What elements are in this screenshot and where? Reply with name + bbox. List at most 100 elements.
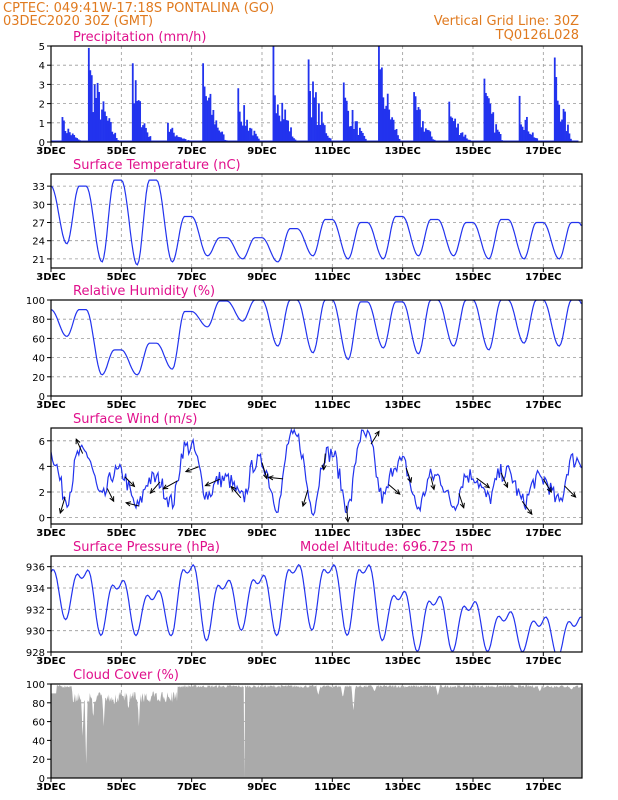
precip-bar — [391, 117, 394, 142]
wind-vector — [542, 478, 552, 493]
precip-bar — [398, 138, 401, 142]
panel-title: Surface Pressure (hPa) — [73, 540, 220, 555]
precip-bar — [379, 69, 382, 142]
precip-bar — [294, 139, 297, 142]
precip-bar — [106, 120, 109, 142]
precip-bar — [215, 120, 218, 142]
precip-bar — [353, 129, 355, 142]
header-grid-line: Vertical Grid Line: 30Z — [434, 14, 579, 29]
precip-bar — [172, 132, 175, 142]
wind-arrowhead — [344, 516, 351, 523]
x-tick-label: 3DEC — [36, 400, 65, 411]
precip-bar — [350, 126, 353, 142]
precip-bar — [326, 135, 329, 142]
wind-arrowhead — [321, 464, 327, 471]
precip-bar — [64, 131, 67, 142]
y-tick-label: 80 — [32, 315, 45, 326]
x-tick-label: 13DEC — [384, 782, 420, 793]
precip-bar — [73, 135, 76, 142]
precip-bar — [316, 124, 319, 142]
precip-bar — [426, 129, 429, 142]
y-tick-label: 934 — [26, 584, 45, 595]
precip-bar — [518, 95, 521, 142]
x-tick-label: 7DEC — [177, 782, 206, 793]
wind-vector — [345, 505, 349, 522]
precip-bar — [95, 97, 98, 142]
precip-bar — [383, 108, 386, 142]
precip-bar — [313, 97, 316, 142]
precip-bar — [89, 70, 92, 142]
wind-vector — [476, 477, 490, 489]
y-tick-label: 40 — [32, 736, 45, 747]
wind-vector — [75, 438, 84, 454]
precip-bar — [315, 92, 317, 142]
precip-bar — [76, 138, 79, 142]
precip-bar — [139, 101, 142, 142]
series-line — [51, 563, 582, 652]
panel-3: 0 2 4 6 3DEC 5DEC 7DEC 9DEC 11DEC 13DEC 15DEC 17DEC… — [36, 412, 583, 539]
series-line — [51, 300, 582, 376]
precip-bar — [77, 139, 80, 142]
wind-arrowhead — [394, 489, 401, 495]
x-tick-label: 15DEC — [455, 782, 491, 793]
precip-bar — [361, 132, 364, 142]
precip-bar — [468, 139, 471, 142]
precip-bar — [486, 96, 489, 142]
panel-1: 21 24 27 30 33 3DEC 5DEC 7DEC 9DEC 11DEC 13DEC 15DE… — [32, 158, 583, 283]
series-5 — [51, 684, 582, 778]
precip-bar — [325, 133, 328, 142]
precip-bar — [252, 135, 254, 142]
precip-bar — [531, 132, 534, 142]
x-tick-label: 5DEC — [107, 656, 136, 667]
precip-bar — [558, 104, 561, 142]
panel-4: 928 930 932 934 936 3DEC 5DEC 7DEC 9DEC 11DEC 13DE… — [26, 540, 583, 667]
precip-bar — [146, 132, 149, 142]
precip-bar — [496, 129, 499, 142]
precip-bar — [424, 128, 427, 142]
precip-bar — [238, 111, 241, 142]
precip-bar — [495, 124, 498, 142]
precip-bar — [320, 111, 323, 142]
panel-0: 0 1 2 3 4 5 3DEC 5DEC 7DEC 9DEC 11DEC 13DEC 15DEC 17D… — [36, 30, 583, 157]
precip-bar — [433, 139, 436, 142]
precip-bar — [70, 135, 73, 142]
precip-bar — [420, 127, 423, 142]
precip-bar — [432, 139, 435, 142]
wind-arrowhead — [184, 467, 191, 473]
precip-bar — [427, 130, 430, 142]
precip-bar — [177, 136, 180, 142]
wind-arrowhead — [546, 486, 552, 493]
x-tick-label: 17DEC — [525, 656, 561, 667]
precip-bar — [140, 127, 143, 142]
x-tick-label: 17DEC — [525, 146, 561, 157]
series-line — [51, 179, 582, 266]
x-tick-label: 5DEC — [107, 146, 136, 157]
precip-bar — [181, 138, 184, 142]
precip-bar — [351, 109, 354, 142]
precip-bar — [65, 133, 68, 142]
wind-arrowhead — [149, 488, 156, 494]
y-tick-label: 100 — [26, 680, 45, 691]
precip-bar — [109, 122, 112, 142]
precip-bar — [348, 126, 351, 142]
precip-bar — [147, 136, 150, 142]
precip-bar — [555, 77, 558, 142]
x-tick-label: 11DEC — [314, 146, 350, 157]
precip-bar — [136, 101, 139, 142]
wind-arrowhead — [58, 508, 65, 515]
precip-bar — [317, 103, 320, 142]
precip-bar — [288, 131, 291, 142]
precip-bar — [388, 109, 391, 142]
precip-bar — [285, 120, 288, 142]
precip-bar — [241, 125, 244, 142]
precip-bar — [68, 132, 71, 142]
precip-bar — [92, 112, 95, 142]
precip-bar — [536, 138, 539, 142]
precip-bar — [74, 137, 77, 142]
series-3 — [51, 428, 582, 523]
precip-bar — [413, 92, 416, 142]
y-tick-label: 27 — [32, 219, 45, 230]
precip-bar — [183, 138, 185, 142]
precip-bar — [454, 118, 457, 142]
wind-arrowhead — [109, 496, 115, 503]
